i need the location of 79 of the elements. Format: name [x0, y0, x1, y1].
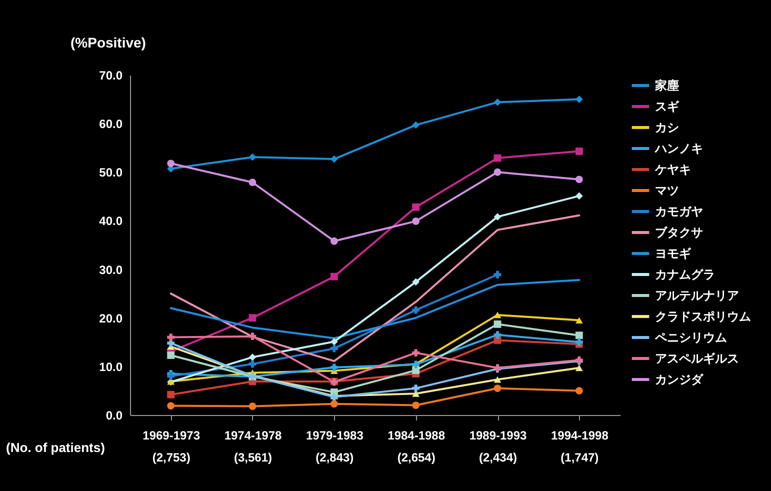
- point: [330, 400, 338, 408]
- point: [167, 372, 175, 380]
- line-series: [170, 214, 580, 362]
- legend-label: カナムグラ: [655, 268, 715, 282]
- point: [330, 155, 338, 163]
- legend-label: カモガヤ: [655, 204, 703, 218]
- legend-label: カシ: [655, 120, 679, 134]
- x-tick-label: 1969-1973 (2,753): [142, 428, 200, 464]
- point: [575, 96, 583, 103]
- y-tick-label: 20.0: [99, 311, 123, 326]
- point: [494, 312, 502, 318]
- point: [330, 338, 338, 346]
- legend-label: アスペルギルス: [655, 352, 739, 366]
- legend-label: ケヤキ: [654, 162, 691, 176]
- point: [167, 390, 175, 398]
- legend-label: ハンノキ: [654, 142, 703, 156]
- legend-label: スギ: [655, 100, 680, 114]
- point: [412, 366, 420, 374]
- x-tick-label: 1984-1988 (2,654): [388, 428, 446, 464]
- legend-label: ペニシリウム: [654, 330, 727, 344]
- point: [412, 384, 420, 392]
- point: [575, 192, 583, 200]
- y-tick-label: 30.0: [99, 262, 123, 277]
- legend-label: マツ: [655, 184, 679, 198]
- legend-label: 家塵: [654, 78, 679, 92]
- point: [575, 317, 583, 324]
- point: [575, 148, 583, 155]
- point: [494, 384, 502, 392]
- point: [412, 349, 420, 357]
- legend-label: アルテルナリア: [655, 288, 739, 302]
- point: [167, 402, 175, 410]
- x-tick-label: 1994-1998 (1,747): [550, 428, 609, 464]
- point: [494, 376, 502, 383]
- x-tick-label: 1989-1993 (2,434): [469, 428, 528, 464]
- point: [575, 364, 583, 372]
- point: [412, 218, 420, 225]
- y-tick-label: 50.0: [99, 166, 123, 180]
- point: [330, 364, 338, 372]
- text: (No. of patients): [6, 440, 105, 455]
- point: [494, 98, 502, 106]
- y-tick-label: 0.0: [106, 408, 123, 422]
- point: [494, 154, 502, 162]
- point: [248, 402, 256, 410]
- y-tick-label: 10.0: [99, 360, 123, 374]
- point: [248, 360, 256, 368]
- y-axis-title: (%Positive): [70, 34, 146, 50]
- y-tick-label: 70.0: [99, 68, 123, 82]
- point: [167, 160, 175, 168]
- point: [412, 278, 420, 286]
- legend-label: ブタクサ: [655, 226, 703, 240]
- point: [494, 213, 502, 221]
- point: [330, 237, 338, 245]
- point: [575, 176, 583, 184]
- point: [494, 168, 502, 176]
- legend-label: ヨモギ: [655, 246, 692, 260]
- legend-label: クラドスポリウム: [655, 310, 751, 324]
- y-tick-label: 40.0: [99, 214, 123, 228]
- y-tick-label: 60.0: [99, 117, 123, 132]
- point: [330, 344, 338, 352]
- point: [412, 203, 420, 211]
- point: [494, 320, 502, 328]
- point: [494, 270, 502, 278]
- x-tick-label: 1974-1978 (3,561): [224, 428, 282, 464]
- point: [575, 387, 583, 394]
- point: [412, 121, 420, 129]
- point: [248, 314, 256, 322]
- point: [248, 353, 256, 361]
- point: [248, 153, 256, 161]
- point: [248, 178, 256, 186]
- legend-label: カンジダ: [655, 372, 704, 386]
- point: [412, 306, 420, 314]
- x-tick-label: 1979-1983 (2,843): [306, 428, 364, 464]
- point: [167, 352, 175, 359]
- point: [167, 334, 175, 341]
- point: [412, 402, 420, 409]
- point: [330, 272, 338, 280]
- point: [575, 332, 583, 340]
- point: [494, 331, 502, 339]
- point: [248, 332, 256, 340]
